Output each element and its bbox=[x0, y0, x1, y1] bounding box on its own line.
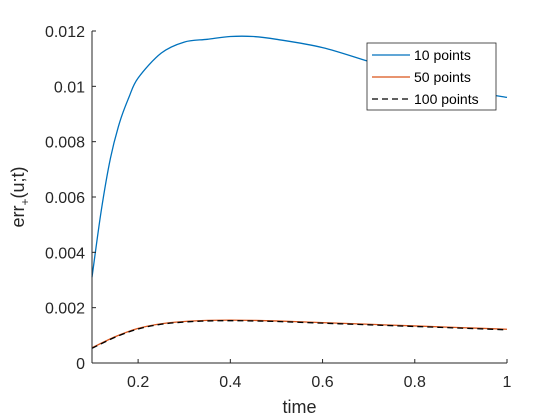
x-tick-label: 0.2 bbox=[127, 374, 149, 391]
y-ticks: 0 0.002 0.004 0.006 0.008 0.01 0.012 bbox=[45, 24, 96, 373]
x-axis-title: time bbox=[282, 397, 316, 417]
x-tick-label: 1 bbox=[503, 374, 512, 391]
x-tick-label: 0.4 bbox=[219, 374, 241, 391]
x-tick-label: 0.6 bbox=[311, 374, 333, 391]
y-tick-label: 0.004 bbox=[45, 245, 85, 262]
y-axis-title-main: err bbox=[8, 206, 28, 228]
legend-label-10-points: 10 points bbox=[414, 47, 471, 63]
y-tick-label: 0.002 bbox=[45, 301, 85, 318]
y-tick-label: 0.01 bbox=[54, 79, 85, 96]
y-axis-title-subscript: + bbox=[18, 199, 32, 206]
y-tick-label: 0 bbox=[76, 356, 85, 373]
y-tick-label: 0.008 bbox=[45, 135, 85, 152]
series-line-100-points bbox=[91, 320, 508, 349]
legend: 10 points 50 points 100 points bbox=[366, 42, 497, 111]
y-axis-title-tail: (u;t) bbox=[8, 166, 28, 198]
x-ticks: 0.2 0.4 0.6 0.8 1 bbox=[127, 359, 512, 391]
x-tick-label: 0.8 bbox=[404, 374, 426, 391]
y-tick-label: 0.006 bbox=[45, 190, 85, 207]
legend-label-50-points: 50 points bbox=[414, 69, 471, 85]
y-axis-title: err+(u;t) bbox=[8, 166, 32, 227]
y-tick-label: 0.012 bbox=[45, 24, 85, 41]
legend-label-100-points: 100 points bbox=[414, 91, 479, 107]
